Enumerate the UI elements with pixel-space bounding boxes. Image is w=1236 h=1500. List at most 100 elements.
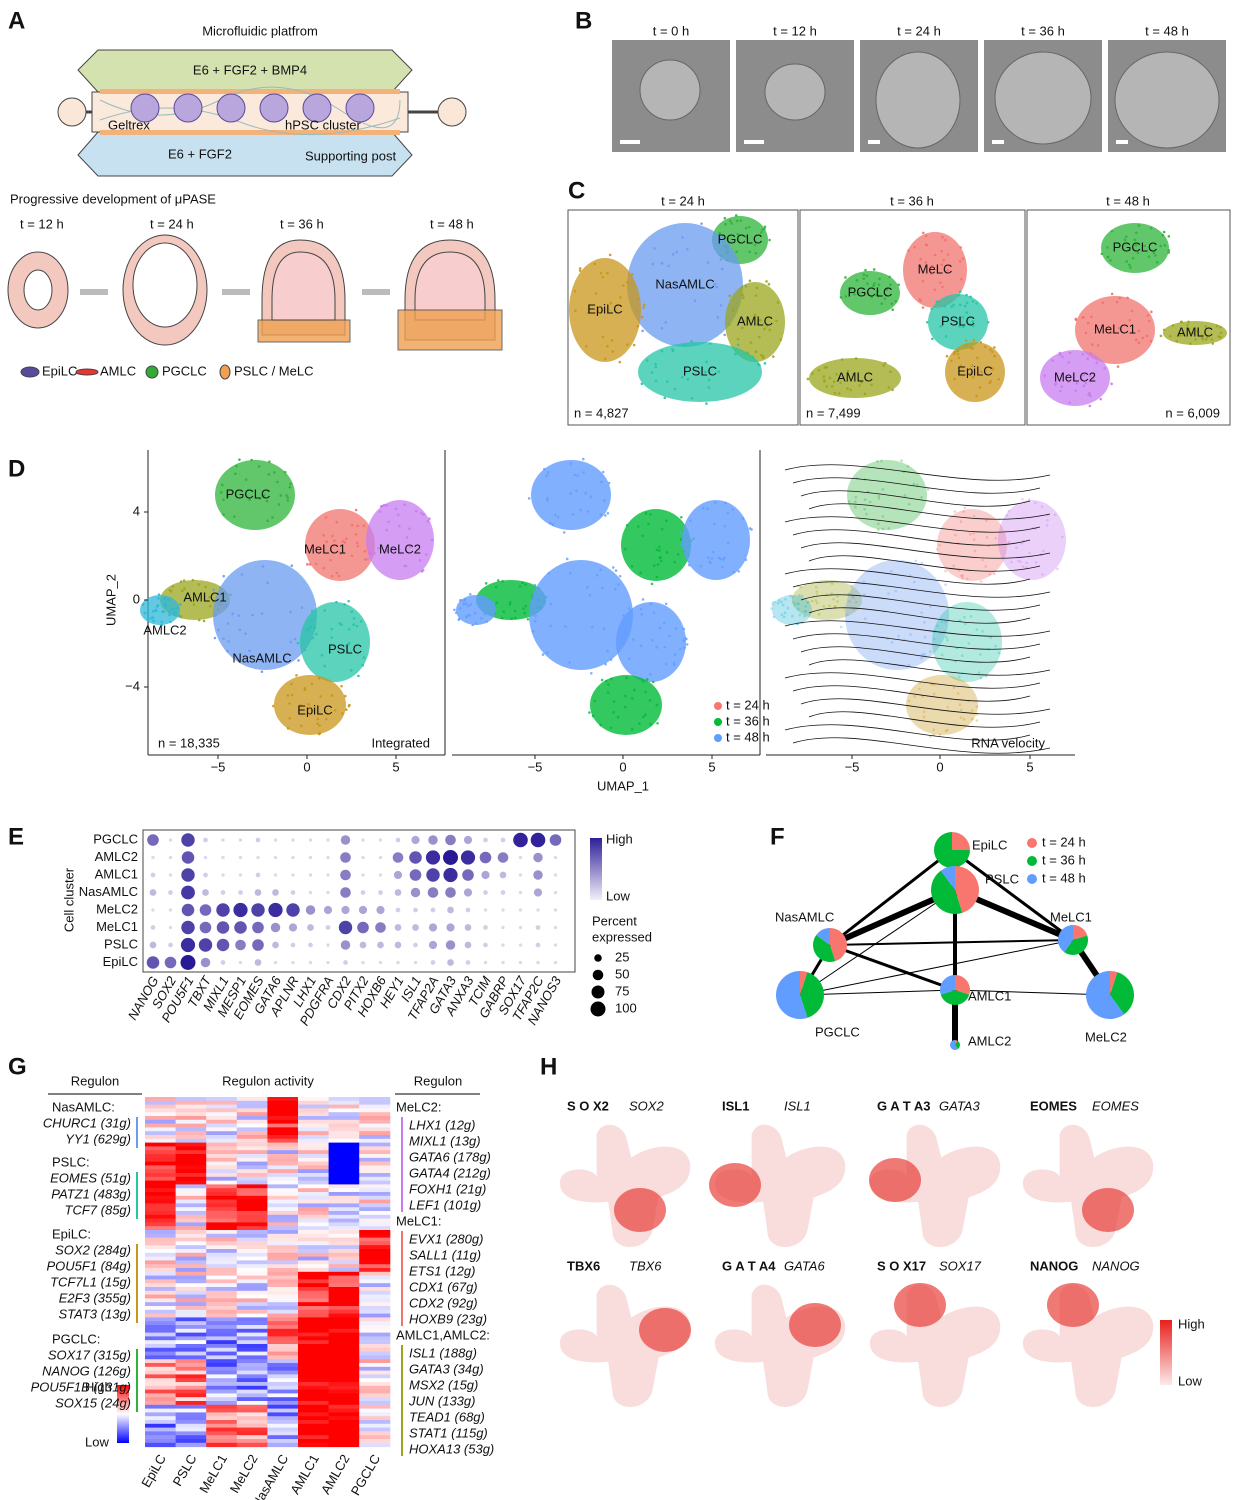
cell-dot (204, 585, 207, 589)
heatmap-cell (267, 1427, 299, 1432)
expression-dot (150, 925, 156, 930)
cell-dot (500, 616, 504, 620)
cell-dot (989, 380, 993, 383)
integrated-label: Integrated (371, 735, 430, 750)
cell-dot (662, 621, 666, 625)
heatmap-cell (328, 1180, 360, 1185)
heatmap-cell (236, 1218, 268, 1223)
feature-gene: TBX6 (629, 1258, 662, 1273)
cell-dot (277, 503, 281, 506)
pie-slice (1085, 971, 1125, 1019)
cell-dot (578, 267, 582, 270)
cell-dot (781, 603, 785, 607)
heatmap-cell (298, 1340, 330, 1345)
cell-dot (231, 612, 235, 616)
cell-dot (938, 733, 942, 736)
cell-dot (757, 335, 761, 339)
heatmap-cell (145, 1173, 177, 1178)
cell-dot (227, 640, 230, 643)
cell-dot (731, 308, 735, 312)
heatmap-cell (359, 1321, 391, 1326)
cell-dot (763, 327, 766, 331)
cell-dot (912, 482, 916, 486)
expression-dot (395, 907, 401, 913)
cell-dot (833, 605, 837, 608)
cell-dot (208, 595, 211, 599)
cell-dot (1019, 560, 1022, 563)
cell-dot (644, 713, 647, 717)
cell-dot (971, 347, 975, 350)
cell-dot (522, 607, 525, 610)
cell-dot (758, 318, 762, 322)
cell-dot (981, 558, 985, 562)
cell-dot (533, 583, 537, 587)
cell-dot (586, 311, 590, 315)
cell-dot (609, 726, 613, 730)
cell-dot (731, 508, 735, 511)
panel-label: G (8, 1053, 27, 1080)
heatmap-cell (267, 1351, 299, 1356)
heatmap-cell (359, 1131, 391, 1136)
heatmap-cell (145, 1355, 177, 1360)
heatmap-cell (206, 1423, 238, 1429)
heatmap-cell (359, 1169, 391, 1174)
cell-dot (792, 600, 795, 604)
cell-dot (588, 711, 591, 714)
velocity-stream (784, 724, 1031, 741)
heatmap-cell (206, 1112, 238, 1117)
heatmap-cell (328, 1188, 360, 1193)
cell-dot (151, 610, 155, 613)
heatmap-cell (236, 1119, 268, 1125)
size-key (592, 969, 604, 981)
cell-dot (322, 533, 325, 537)
heatmap-cell (145, 1142, 177, 1147)
expression-dot (425, 850, 441, 865)
cell-dot (930, 264, 934, 268)
expression-dot (359, 941, 367, 949)
cell-dot (868, 500, 872, 504)
cell-dot (556, 515, 560, 519)
cell-dot (340, 684, 343, 688)
cell-dot (863, 498, 867, 502)
feature-title: S O X2 (567, 1098, 609, 1113)
heatmap-cell (175, 1123, 207, 1128)
heatmap-cell (145, 1294, 177, 1299)
feature-title: G A T A3 (877, 1098, 930, 1113)
cell-dot (866, 282, 869, 285)
cell-dot (676, 553, 680, 556)
heatmap-cell (267, 1404, 299, 1410)
cell-dot (626, 280, 629, 284)
cluster-label: PGCLC (226, 486, 271, 501)
expression-dot (376, 905, 385, 915)
heatmap-cell (236, 1169, 268, 1174)
cell-dot (341, 539, 345, 543)
expression-dot (518, 943, 523, 947)
heatmap-cell (206, 1108, 238, 1113)
heatmap-cell (145, 1442, 177, 1448)
expression-dot (325, 925, 331, 930)
cell-dot (418, 559, 422, 562)
cell-dot (946, 268, 950, 272)
cell-dot (979, 580, 983, 583)
cell-dot (486, 601, 490, 604)
heatmap-cell (145, 1313, 177, 1318)
heatmap-cell (175, 1423, 207, 1429)
cell-dot (588, 593, 592, 597)
heatmap-cell (236, 1184, 268, 1189)
cell-dot (356, 524, 359, 528)
cell-dot (604, 357, 607, 361)
heatmap-cell (175, 1271, 207, 1277)
cell-dot (610, 338, 614, 342)
heatmap-cell (267, 1157, 299, 1163)
heatmap-cell (145, 1287, 177, 1292)
cell-dot (1146, 314, 1150, 317)
heatmap-cell (298, 1142, 330, 1147)
cell-dot (1187, 320, 1190, 324)
heatmap-cell (328, 1416, 360, 1421)
expression-dot (446, 923, 455, 932)
cell-dot (876, 460, 879, 463)
cell-dot (352, 617, 356, 620)
cell-dot (366, 557, 369, 561)
heatmap-cell (145, 1439, 177, 1444)
cell-dot (653, 247, 656, 250)
